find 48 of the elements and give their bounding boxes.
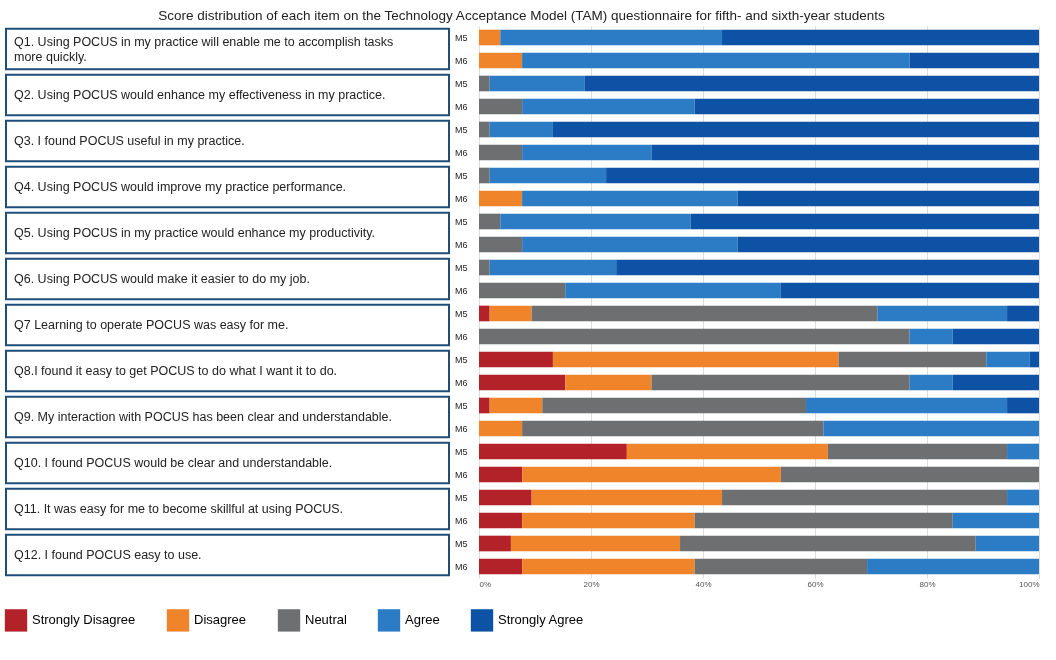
legend-label: Strongly Disagree (32, 612, 136, 628)
text: Q5. Using POCUS in my practice would enhance my productivity. (14, 226, 376, 240)
y-tick-label: M6 (454, 331, 468, 342)
text: Q8.I found it easy to get POCUS to do what I want it to do. (14, 364, 338, 378)
text: Q12. I found POCUS easy to use. (14, 548, 202, 562)
y-tick-label: M5 (454, 354, 468, 365)
text: Q9. My interaction with POCUS has been clear and understandable. (14, 410, 392, 424)
y-tick-label: M6 (454, 469, 468, 480)
text: Q7 Learning to operate POCUS was easy for me. (14, 318, 289, 332)
y-tick-label: M6 (454, 285, 468, 296)
legend-label: Strongly Agree (498, 612, 584, 628)
y-tick-label: M5 (454, 216, 468, 227)
text: Q3. I found POCUS useful in my practice. (14, 134, 245, 148)
y-tick-label: M5 (454, 170, 468, 181)
y-tick-label: M6 (454, 423, 468, 434)
y-tick-label: M6 (454, 193, 468, 204)
legend-label: Neutral (305, 612, 348, 628)
y-tick-label: M5 (454, 32, 468, 43)
x-tick-label: 60% (807, 579, 824, 589)
y-tick-label: M6 (454, 377, 468, 388)
x-tick-label: 20% (583, 579, 600, 589)
x-tick-label: 0% (479, 579, 492, 589)
legend-label: Disagree (194, 612, 247, 628)
x-tick-label: 80% (919, 579, 936, 589)
text: Q2. Using POCUS would enhance my effectiveness in my practice. (14, 88, 386, 102)
y-tick-label: M5 (454, 446, 468, 457)
y-tick-label: M6 (454, 147, 468, 158)
y-tick-label: M5 (454, 78, 468, 89)
y-tick-label: M6 (454, 55, 468, 66)
text: Q10. I found POCUS would be clear and understandable. (14, 456, 333, 470)
text: Q6. Using POCUS would make it easier to do my job. (14, 272, 310, 286)
y-tick-label: M5 (454, 262, 468, 273)
y-tick-label: M6 (454, 101, 468, 112)
y-tick-label: M6 (454, 561, 468, 572)
chart-title: Score distribution of each item on the Technology Acceptance Model (TAM) questionnaire for fifth- and sixth-year students (158, 7, 886, 23)
y-tick-label: M5 (454, 124, 468, 135)
text: Q11. It was easy for me to become skillful at using POCUS. (14, 502, 344, 516)
text: Q4. Using POCUS would improve my practice performance. (14, 180, 347, 194)
x-tick-label: 40% (695, 579, 712, 589)
text: Q1. Using POCUS in my practice will enable me to accomplish tasks more quickly. (14, 34, 394, 64)
y-tick-label: M5 (454, 308, 468, 319)
legend-label: Agree (405, 612, 440, 628)
y-tick-label: M5 (454, 538, 468, 549)
y-tick-label: M5 (454, 492, 468, 503)
x-tick-label: 100% (1019, 579, 1040, 589)
y-tick-label: M6 (454, 515, 468, 526)
y-tick-label: M6 (454, 239, 468, 250)
y-tick-label: M5 (454, 400, 468, 411)
